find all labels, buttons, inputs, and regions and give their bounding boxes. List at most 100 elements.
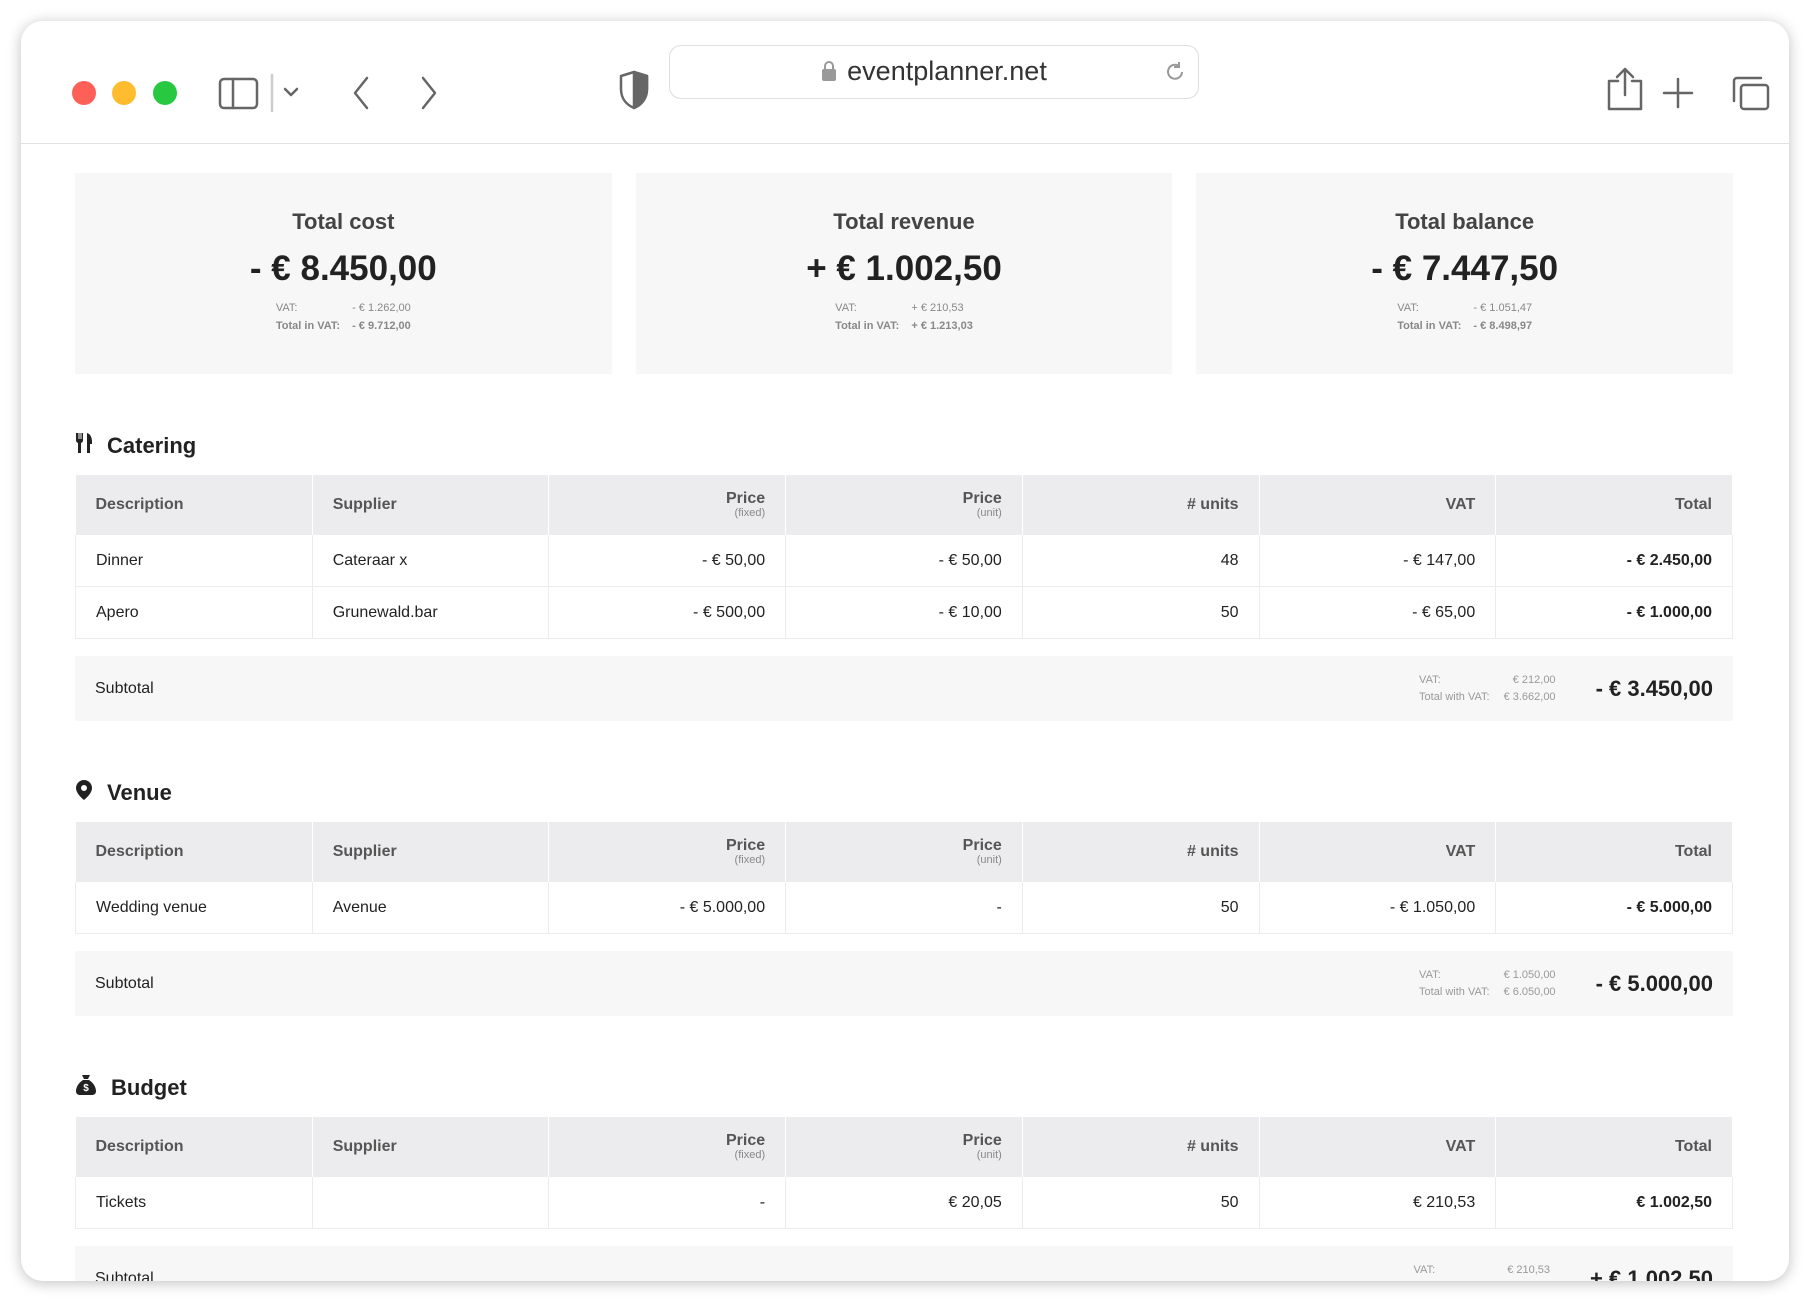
total-label: Total in VAT: [275, 320, 341, 332]
cell: - € 50,00 [785, 535, 1023, 587]
cell: - € 1.000,00 [1495, 586, 1733, 639]
section-title: Catering [107, 433, 197, 458]
line-item-row: Tickets - € 20,05 50 € 210,53 € 1.002,50 [75, 1177, 1733, 1229]
section: $ Budget Description Supplier Price (fixed) Pr… [75, 1073, 1733, 1281]
total-value: € 1.213,03 [1498, 1279, 1550, 1282]
section-icon [75, 432, 93, 460]
column-header: Supplier [312, 822, 550, 882]
card-title: Total cost [292, 209, 395, 234]
cell: 50 [1021, 586, 1260, 639]
minimize-button[interactable] [112, 81, 136, 105]
subtotal-value: - € 3.450,00 [1595, 675, 1713, 701]
total-label: Total in VAT: [1397, 320, 1462, 332]
cell: € 210,53 [1258, 1177, 1497, 1229]
column-label: Supplier [332, 496, 397, 513]
subtotal-row: Subtotal VAT: € 1.050,00 Total with VAT: € 6… [75, 951, 1733, 1016]
cell: 50 [1021, 1177, 1260, 1229]
cell: - € 5.000,00 [1495, 882, 1733, 934]
cell: - € 5.000,00 [548, 882, 787, 934]
column-header: # units [1022, 822, 1260, 882]
column-sublabel: (fixed) [734, 854, 766, 866]
zoom-button[interactable] [153, 81, 177, 105]
cell: € 1.002,50 [1495, 1177, 1733, 1229]
back-button[interactable] [353, 76, 369, 110]
total-label: Total with VAT: [1419, 985, 1490, 998]
column-header: Description [75, 822, 313, 882]
card-value: - € 8.450,00 [249, 249, 437, 288]
vat-value: - € 1.262,00 [352, 302, 411, 314]
section: Catering Description Supplier Price (fixed) P… [75, 431, 1733, 721]
card-title: Total revenue [833, 209, 975, 234]
vat-label: VAT: [275, 302, 298, 314]
column-label: Price [725, 490, 766, 507]
vat-value: € 212,00 [1512, 673, 1556, 686]
column-header: Supplier [312, 475, 550, 535]
total-value: + € 1.213,03 [911, 320, 973, 332]
column-sublabel: (fixed) [734, 507, 766, 519]
vat-label: VAT: [835, 302, 857, 314]
column-label: Total [1674, 843, 1712, 860]
lock-icon [822, 61, 837, 81]
card-vat: VAT: - € 1.051,47 Total in VAT: - € 8.498,9… [1196, 299, 1733, 335]
close-button[interactable] [72, 81, 96, 105]
url-text: eventplanner.net [847, 56, 1047, 86]
column-label: Supplier [332, 1138, 397, 1155]
cell: Avenue [311, 882, 550, 934]
reload-button[interactable] [1162, 59, 1188, 85]
tabs-button[interactable] [1739, 83, 1770, 111]
column-label: Total [1674, 496, 1712, 513]
column-label: VAT [1445, 843, 1476, 860]
toolbar: eventplanner.net [21, 21, 1789, 144]
share-button[interactable] [1607, 67, 1643, 111]
column-header: Total [1495, 822, 1733, 882]
summary-cards: Total cost - € 8.450,00 VAT: - € 1.262,00 To… [75, 173, 1734, 374]
cell: € 20,05 [785, 1177, 1023, 1229]
cell: - € 65,00 [1258, 586, 1497, 639]
subtotal-vat: VAT: € 1.050,00 Total with VAT: € 6.050,00 [1419, 967, 1556, 1001]
column-sublabel: (fixed) [734, 1149, 766, 1161]
subtotal-vat: VAT: € 210,53 Total with VAT: € 1.213,03 [1414, 1262, 1551, 1282]
content: Total cost - € 8.450,00 VAT: - € 1.262,00 To… [75, 173, 1734, 1281]
header-row: Description Supplier Price (fixed) Price (uni… [75, 475, 1733, 535]
total-value: € 3.662,00 [1503, 690, 1556, 703]
section-heading: $ Budget [75, 1073, 1733, 1103]
total-label: Total with VAT: [1414, 1279, 1485, 1282]
column-header: Total [1495, 1117, 1733, 1177]
card-value: - € 7.447,50 [1371, 249, 1559, 288]
column-label: VAT [1445, 1138, 1476, 1155]
column-label: Total [1674, 1138, 1712, 1155]
cell: - € 500,00 [548, 586, 787, 639]
subtotal-vat: VAT: € 212,00 Total with VAT: € 3.662,00 [1419, 672, 1556, 706]
column-label: VAT [1445, 496, 1476, 513]
column-header: Price (unit) [785, 1117, 1023, 1177]
total-label: Total with VAT: [1419, 690, 1490, 703]
line-item-row: Dinner Cateraar x- € 50,00- € 50,00 48- € … [75, 535, 1733, 587]
privacy-icon[interactable] [619, 70, 649, 110]
address-bar[interactable]: eventplanner.net [669, 45, 1199, 99]
subtotal-value: + € 1.002.50 [1590, 1265, 1713, 1282]
section: Venue Description Supplier Price (fixed) Pric… [75, 778, 1733, 1016]
cell: - € 50,00 [548, 535, 787, 587]
forward-button[interactable] [421, 76, 437, 110]
column-label: Description [95, 843, 184, 860]
sidebar-icon[interactable] [218, 77, 259, 110]
tab-group-chevron[interactable] [283, 87, 299, 97]
cell: Tickets [75, 1177, 313, 1229]
sections: Catering Description Supplier Price (fixed) P… [75, 431, 1733, 1281]
column-label: # units [1186, 843, 1239, 860]
column-header: Price (fixed) [548, 822, 787, 882]
summary-card: Total revenue + € 1.002,50 VAT: + € 210,53 T… [635, 173, 1173, 374]
column-label: # units [1186, 1138, 1239, 1155]
column-label: Price [962, 490, 1002, 507]
column-header: Price (unit) [785, 475, 1023, 535]
column-sublabel: (unit) [976, 854, 1002, 866]
cell: - € 1.050,00 [1258, 882, 1497, 934]
new-tab-button[interactable] [1662, 77, 1694, 109]
line-item-row: Apero Grunewald.bar - € 500,00- € 10,00 50-… [75, 586, 1733, 639]
line-items-table: Description Supplier Price (fixed) Price (uni… [75, 475, 1733, 639]
line-items-table: Description Supplier Price (fixed) Price (uni… [75, 822, 1733, 934]
cell: - [548, 1177, 787, 1229]
column-header: Total [1495, 475, 1733, 535]
column-label: Price [962, 837, 1002, 854]
cell: Wedding venue [75, 882, 313, 934]
